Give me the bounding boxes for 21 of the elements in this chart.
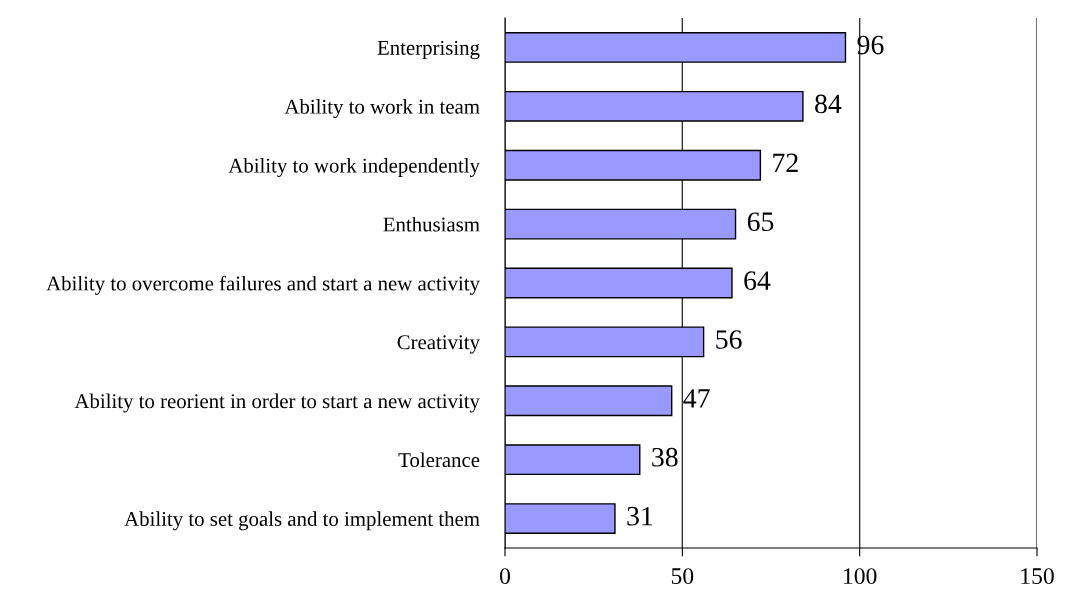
x-tick-label: 0 bbox=[500, 568, 510, 585]
y-tick-label: Enthusiasm bbox=[383, 216, 480, 232]
y-tick-label: Ability to set goals and to implement them bbox=[124, 511, 480, 531]
data-label: 47 bbox=[683, 389, 710, 408]
y-tick-label: Ability to reorient in order to start a new activity bbox=[74, 393, 480, 413]
y-tick-label: Ability to work independently bbox=[228, 157, 480, 177]
x-tick-label: 100 bbox=[844, 568, 877, 585]
y-tick-label: Ability to overcome failures and start a new activity bbox=[46, 275, 480, 295]
x-tick-label: 150 bbox=[1021, 568, 1054, 585]
x-tick-label: 50 bbox=[671, 568, 694, 585]
data-label: 84 bbox=[815, 94, 842, 114]
data-label: 64 bbox=[744, 271, 771, 290]
data-label: 31 bbox=[627, 506, 653, 526]
y-tick-label: Tolerance bbox=[398, 452, 480, 468]
y-tick-label: Creativity bbox=[397, 335, 480, 354]
data-label: 56 bbox=[716, 330, 742, 349]
data-label: 65 bbox=[747, 212, 774, 232]
data-label: 72 bbox=[773, 153, 798, 172]
y-tick-label: Ability to work in team bbox=[284, 99, 480, 119]
data-label: 38 bbox=[652, 447, 678, 467]
y-tick-label: Enterprising bbox=[377, 40, 480, 60]
